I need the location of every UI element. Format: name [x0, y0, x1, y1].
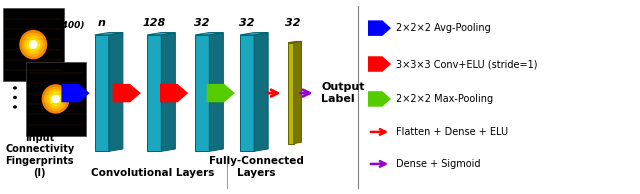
Polygon shape: [109, 33, 123, 151]
Ellipse shape: [51, 94, 60, 103]
Polygon shape: [161, 33, 175, 151]
Polygon shape: [95, 35, 109, 151]
Text: Output
Label: Output Label: [321, 82, 365, 104]
Polygon shape: [61, 84, 90, 102]
Text: (110-400): (110-400): [35, 21, 85, 30]
Polygon shape: [195, 35, 209, 151]
Polygon shape: [368, 20, 391, 36]
Polygon shape: [368, 56, 391, 72]
FancyBboxPatch shape: [3, 8, 64, 81]
Text: n: n: [56, 10, 64, 20]
Text: n: n: [98, 18, 106, 28]
Text: 3×3×3 Conv+ELU (stride=1): 3×3×3 Conv+ELU (stride=1): [396, 59, 538, 69]
Text: Dense + Sigmoid: Dense + Sigmoid: [396, 159, 481, 169]
Text: Fully-Connected
Layers: Fully-Connected Layers: [209, 156, 303, 178]
Text: 2×2×2 Max-Pooling: 2×2×2 Max-Pooling: [396, 94, 493, 104]
Text: 2×2×2 Avg-Pooling: 2×2×2 Avg-Pooling: [396, 23, 491, 33]
Text: 32: 32: [195, 18, 210, 28]
Polygon shape: [209, 33, 223, 151]
Polygon shape: [240, 33, 268, 35]
Text: Convolutional Layers: Convolutional Layers: [91, 167, 214, 178]
Text: • • •: • • •: [12, 83, 22, 109]
Polygon shape: [147, 33, 175, 35]
Polygon shape: [240, 35, 254, 151]
Ellipse shape: [29, 40, 38, 49]
Polygon shape: [160, 84, 188, 102]
Ellipse shape: [19, 30, 47, 59]
Text: Flatten + Dense + ELU: Flatten + Dense + ELU: [396, 127, 508, 137]
Ellipse shape: [24, 35, 42, 54]
Ellipse shape: [42, 84, 70, 114]
Text: 32: 32: [285, 18, 301, 28]
FancyBboxPatch shape: [26, 62, 86, 136]
Polygon shape: [294, 41, 301, 144]
Ellipse shape: [47, 89, 65, 108]
Ellipse shape: [49, 92, 62, 106]
Polygon shape: [147, 35, 161, 151]
Polygon shape: [113, 84, 141, 102]
Ellipse shape: [27, 38, 40, 52]
Text: 128: 128: [143, 18, 166, 28]
Polygon shape: [95, 33, 123, 35]
Polygon shape: [368, 91, 391, 107]
Text: 32: 32: [239, 18, 255, 28]
Polygon shape: [207, 84, 235, 102]
Text: Input
Connectivity
Fingerprints
(I): Input Connectivity Fingerprints (I): [5, 133, 74, 178]
Polygon shape: [288, 41, 301, 43]
Polygon shape: [195, 33, 223, 35]
Polygon shape: [288, 43, 294, 144]
Ellipse shape: [44, 87, 67, 111]
Polygon shape: [254, 33, 268, 151]
Ellipse shape: [22, 32, 45, 57]
